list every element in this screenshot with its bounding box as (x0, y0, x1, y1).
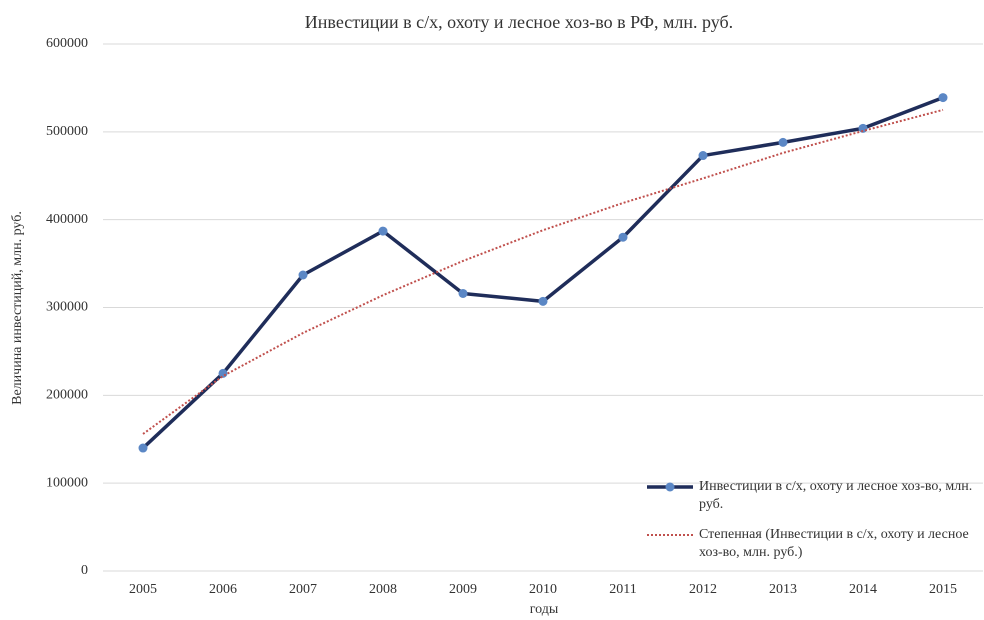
y-tick-label: 200000 (46, 388, 88, 403)
data-point (698, 151, 708, 161)
chart-title: Инвестиции в с/х, охоту и лесное хоз-во … (305, 12, 733, 32)
data-point (458, 288, 468, 298)
data-point (218, 368, 228, 378)
x-tick-label: 2014 (849, 582, 877, 597)
data-point (298, 270, 308, 280)
y-tick-label: 300000 (46, 300, 88, 315)
x-tick-label: 2013 (769, 582, 797, 597)
x-tick-label: 2009 (449, 582, 477, 597)
x-tick-label: 2006 (209, 582, 237, 597)
x-tick-label: 2005 (129, 582, 157, 597)
legend-entry: Инвестиции в с/х, охоту и лесное хоз-во,… (645, 478, 980, 514)
data-point (778, 137, 788, 147)
x-tick-label: 2015 (929, 582, 957, 597)
legend-label: Инвестиции в с/х, охоту и лесное хоз-во,… (699, 479, 973, 512)
y-axis-label: Величина инвестиций, млн. руб. (10, 211, 25, 405)
x-tick-label: 2008 (369, 582, 397, 597)
legend-swatch (647, 482, 693, 492)
trend-line (142, 108, 944, 435)
legend-label: Степенная (Инвестиции в с/х, охоту и лес… (699, 527, 969, 560)
data-point (538, 296, 548, 306)
y-tick-label: 600000 (46, 36, 88, 51)
x-axis-label: годы (530, 602, 559, 617)
y-tick-label: 0 (81, 563, 88, 578)
legend-swatch (647, 534, 693, 536)
x-tick-label: 2011 (609, 582, 636, 597)
x-tick-label: 2007 (289, 582, 317, 597)
y-tick-label: 100000 (46, 475, 88, 490)
data-point (138, 443, 148, 453)
y-tick-label: 500000 (46, 124, 88, 139)
data-point (378, 226, 388, 236)
legend-entry: Степенная (Инвестиции в с/х, охоту и лес… (645, 526, 980, 562)
legend-marker (665, 482, 675, 492)
x-tick-label: 2010 (529, 582, 557, 597)
data-point (618, 232, 628, 242)
data-point (938, 93, 948, 103)
x-tick-label: 2012 (689, 582, 717, 597)
legend: Инвестиции в с/х, охоту и лесное хоз-во,… (645, 478, 980, 574)
y-tick-label: 400000 (46, 212, 88, 227)
